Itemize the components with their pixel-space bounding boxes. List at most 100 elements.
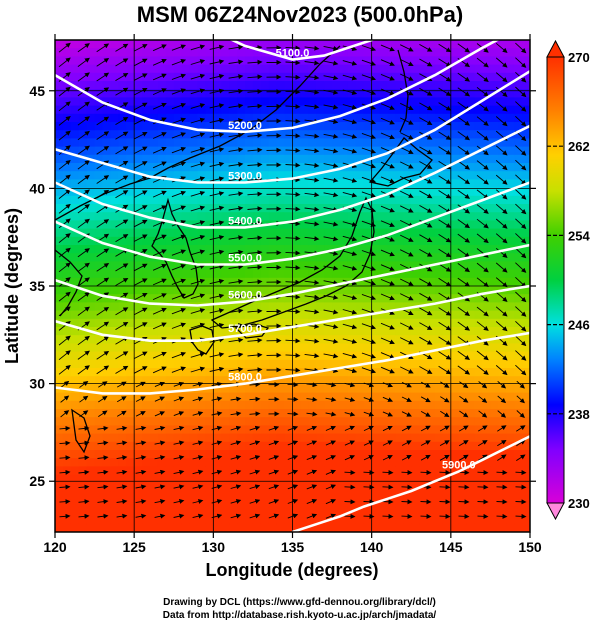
field-cell bbox=[245, 48, 254, 57]
field-cell bbox=[229, 327, 238, 336]
wind-vector bbox=[342, 338, 358, 344]
field-cell bbox=[237, 376, 246, 385]
wind-vector bbox=[173, 513, 185, 519]
wind-vector bbox=[382, 440, 393, 446]
field-cell bbox=[395, 56, 404, 66]
wind-vector bbox=[152, 322, 167, 330]
field-cell bbox=[450, 458, 460, 467]
temperature-field bbox=[55, 40, 530, 532]
field-cell bbox=[78, 507, 88, 517]
field-cell bbox=[197, 277, 207, 287]
field-cell bbox=[229, 105, 238, 115]
wind-vector bbox=[438, 263, 452, 272]
field-cell bbox=[260, 491, 270, 500]
field-cell bbox=[474, 351, 484, 361]
wind-vector bbox=[59, 499, 71, 505]
field-cell bbox=[466, 450, 476, 459]
field-cell bbox=[490, 474, 499, 484]
field-cell bbox=[55, 417, 64, 426]
wind-vector bbox=[497, 410, 507, 418]
field-cell bbox=[316, 48, 325, 57]
field-cell bbox=[332, 458, 341, 467]
field-cell bbox=[347, 187, 357, 197]
field-cell bbox=[181, 318, 191, 328]
wind-vector bbox=[323, 236, 339, 242]
wind-vector bbox=[304, 367, 320, 373]
field-cell bbox=[102, 433, 112, 443]
field-cell bbox=[427, 269, 436, 279]
field-cell bbox=[435, 56, 444, 66]
field-cell bbox=[205, 72, 214, 82]
field-cell bbox=[252, 310, 262, 320]
field-cell bbox=[340, 392, 349, 402]
field-cell bbox=[62, 146, 72, 156]
field-cell bbox=[403, 318, 412, 328]
field-cell bbox=[181, 81, 191, 90]
field-cell bbox=[442, 269, 452, 279]
field-cell bbox=[110, 72, 119, 82]
wind-vector bbox=[401, 411, 412, 417]
field-cell bbox=[150, 105, 159, 115]
field-cell bbox=[411, 236, 420, 246]
field-cell bbox=[181, 72, 191, 82]
wind-vector bbox=[230, 499, 242, 504]
field-cell bbox=[205, 491, 214, 500]
field-cell bbox=[173, 474, 183, 484]
field-cell bbox=[371, 368, 381, 377]
field-cell bbox=[110, 236, 119, 246]
field-cell bbox=[324, 277, 333, 287]
field-cell bbox=[252, 261, 262, 271]
field-cell bbox=[379, 204, 389, 213]
field-cell bbox=[514, 450, 523, 459]
field-cell bbox=[387, 466, 397, 476]
field-cell bbox=[252, 113, 262, 123]
wind-vector bbox=[400, 234, 414, 242]
field-cell bbox=[78, 441, 88, 451]
chart-title: MSM 06Z24Nov2023 (500.0hPa) bbox=[137, 2, 464, 27]
field-cell bbox=[387, 56, 397, 66]
wind-vector bbox=[96, 87, 110, 96]
wind-vector bbox=[497, 454, 507, 461]
field-cell bbox=[284, 318, 294, 328]
field-cell bbox=[482, 400, 492, 410]
field-cell bbox=[94, 376, 104, 385]
field-cell bbox=[316, 433, 325, 443]
field-cell bbox=[260, 154, 270, 164]
field-cell bbox=[181, 286, 191, 295]
field-cell bbox=[181, 482, 191, 492]
wind-vector bbox=[190, 44, 206, 51]
field-cell bbox=[458, 458, 468, 467]
wind-vector bbox=[173, 440, 185, 446]
field-cell bbox=[134, 466, 143, 476]
field-cell bbox=[419, 195, 428, 205]
wind-vector bbox=[77, 145, 90, 155]
wind-vector bbox=[152, 44, 167, 52]
wind-vector bbox=[77, 262, 90, 272]
field-cell bbox=[118, 507, 127, 517]
field-cell bbox=[252, 515, 262, 525]
field-cell bbox=[332, 310, 341, 320]
field-cell bbox=[395, 277, 404, 287]
field-cell bbox=[371, 56, 381, 66]
field-cell bbox=[458, 376, 468, 385]
wind-vector bbox=[495, 101, 508, 112]
field-cell bbox=[403, 327, 412, 336]
field-cell bbox=[118, 64, 127, 74]
field-cell bbox=[110, 212, 119, 221]
field-cell bbox=[450, 491, 460, 500]
field-cell bbox=[514, 89, 523, 98]
field-cell bbox=[347, 499, 357, 508]
field-cell bbox=[498, 212, 507, 221]
field-cell bbox=[118, 122, 127, 131]
field-cell bbox=[292, 179, 302, 189]
field-cell bbox=[332, 130, 341, 139]
field-cell bbox=[252, 245, 262, 254]
field-cell bbox=[94, 474, 104, 484]
field-cell bbox=[86, 515, 96, 525]
field-cell bbox=[403, 56, 412, 66]
wind-vector bbox=[306, 455, 318, 461]
field-cell bbox=[110, 105, 119, 115]
field-cell bbox=[134, 343, 143, 353]
field-cell bbox=[300, 146, 309, 156]
field-cell bbox=[150, 466, 159, 476]
